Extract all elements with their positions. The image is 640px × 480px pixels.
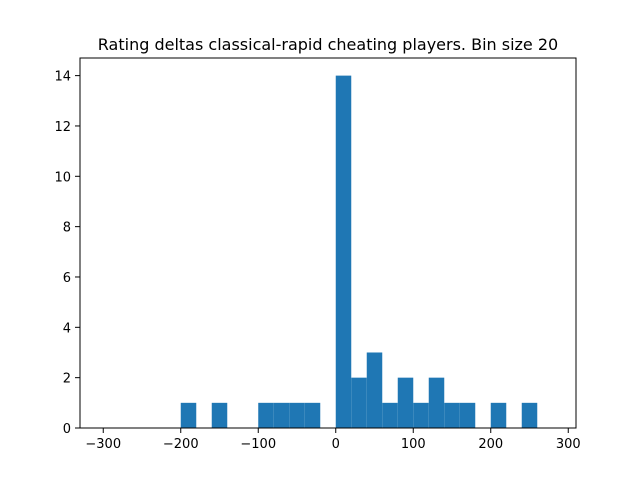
histogram-bar <box>490 402 507 428</box>
histogram-bar <box>335 75 352 428</box>
histogram-bar <box>366 352 383 428</box>
bars-group <box>180 75 538 428</box>
y-tick-label: 14 <box>54 70 71 85</box>
y-tick-label: 0 <box>63 422 71 437</box>
y-tick-label: 6 <box>63 271 71 286</box>
x-tick-label: 300 <box>556 437 581 452</box>
x-tick-label: −100 <box>240 437 276 452</box>
histogram-bar <box>521 402 538 428</box>
histogram-bar <box>304 402 321 428</box>
x-tick-label: −200 <box>163 437 199 452</box>
histogram-bar <box>382 402 398 428</box>
x-axis-ticks: −300 −200 −100 0 100 200 300 <box>85 428 581 452</box>
histogram-bar <box>211 402 228 428</box>
x-tick-label: 200 <box>478 437 503 452</box>
histogram-bar <box>351 377 367 428</box>
y-tick-label: 10 <box>54 170 71 185</box>
y-axis-ticks: 0 2 4 6 8 10 12 14 <box>54 70 80 437</box>
histogram-bar <box>413 402 429 428</box>
histogram-bar <box>289 402 305 428</box>
x-tick-label: −300 <box>85 437 121 452</box>
histogram-bar <box>180 402 197 428</box>
chart-title: Rating deltas classical-rapid cheating p… <box>98 35 558 54</box>
x-tick-label: 100 <box>401 437 426 452</box>
y-tick-label: 2 <box>63 372 71 387</box>
y-tick-label: 4 <box>63 321 71 336</box>
plot-frame <box>79 57 577 429</box>
histogram-bar <box>444 402 460 428</box>
y-tick-label: 8 <box>63 221 71 236</box>
histogram-bar <box>459 402 476 428</box>
x-tick-label: 0 <box>332 437 340 452</box>
histogram-bar <box>397 377 414 428</box>
histogram-bar <box>273 402 290 428</box>
histogram-bar <box>428 377 445 428</box>
histogram-bar <box>258 402 274 428</box>
y-tick-label: 12 <box>54 120 71 135</box>
